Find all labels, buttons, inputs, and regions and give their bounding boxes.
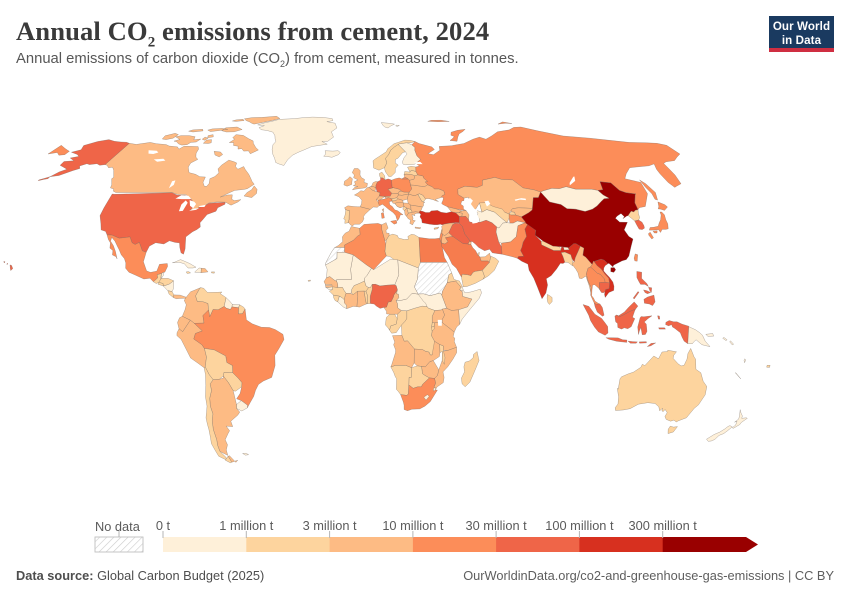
svg-text:0 t: 0 t <box>156 518 171 533</box>
svg-text:300 million t: 300 million t <box>629 518 698 533</box>
svg-text:1 million t: 1 million t <box>219 518 273 533</box>
svg-text:30 million t: 30 million t <box>466 518 528 533</box>
svg-text:100 million t: 100 million t <box>545 518 614 533</box>
svg-text:10 million t: 10 million t <box>382 518 444 533</box>
svg-text:3 million t: 3 million t <box>303 518 357 533</box>
